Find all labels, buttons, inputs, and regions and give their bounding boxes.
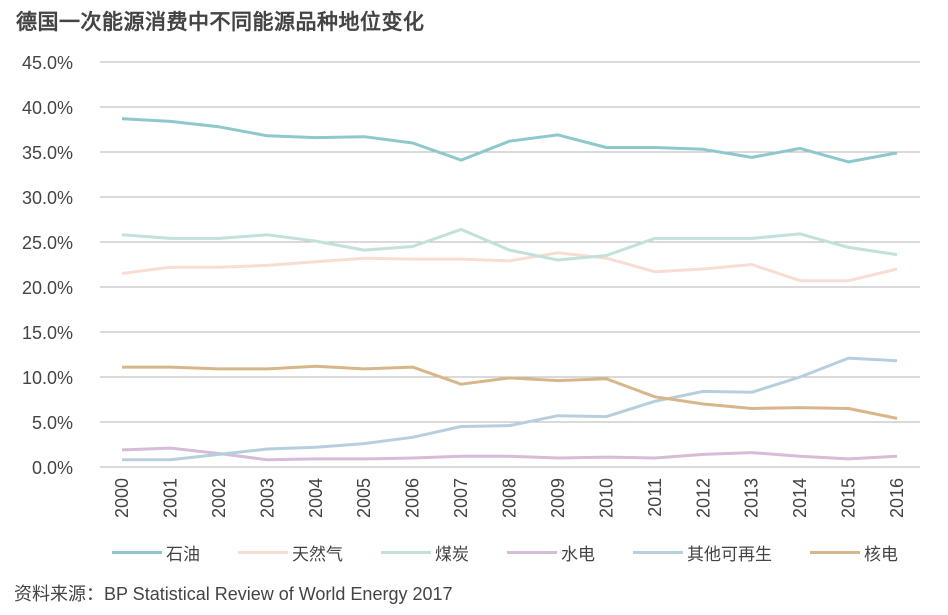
series-line-2 [121,227,898,262]
legend: 石油 天然气 煤炭 水电 其他可再生 核电 [112,540,936,565]
x-tick-label: 2009 [548,478,568,518]
legend-item: 水电 [507,540,595,565]
legend-item: 天然气 [238,540,343,565]
y-tick-label: 10.0% [22,368,73,388]
legend-label: 其他可再生 [687,545,772,565]
legend-label: 天然气 [292,545,343,565]
legend-label: 水电 [561,545,595,565]
legend-swatch [238,551,288,554]
chart-title: 德国一次能源消费中不同能源品种地位变化 [16,10,425,34]
series-line-0 [121,117,898,164]
y-tick-label: 40.0% [22,98,73,118]
x-tick-label: 2010 [596,478,616,518]
source-note: 资料来源：BP Statistical Review of World Ener… [14,584,453,604]
legend-item: 石油 [112,540,200,565]
x-tick-label: 2015 [839,478,859,518]
y-tick-label: 25.0% [22,233,73,253]
legend-item: 其他可再生 [633,540,772,565]
x-tick-label: 2007 [451,478,471,518]
x-tick-label: 2016 [887,478,907,518]
x-tick-label: 2012 [693,478,713,518]
x-tick-label: 2008 [500,478,520,518]
x-tick-label: 2011 [645,478,665,517]
y-tick-label: 5.0% [32,413,73,433]
x-tick-label: 2013 [742,478,762,518]
legend-label: 煤炭 [435,545,469,565]
series-lines [121,117,898,462]
legend-swatch [810,551,860,554]
x-tick-label: 2005 [354,478,374,518]
series-line-3 [121,446,898,462]
x-tick-label: 2006 [403,478,423,518]
legend-label: 石油 [166,545,200,565]
legend-swatch [381,551,431,554]
x-tick-label: 2014 [790,478,810,518]
x-tick-label: 2004 [306,478,326,518]
y-tick-label: 30.0% [22,188,73,208]
y-tick-label: 35.0% [22,143,73,163]
y-axis-ticks: 0.0% 5.0% 10.0% 15.0% 20.0% 25.0% 30.0% 35.0% 40… [22,53,73,478]
legend-swatch [633,551,683,554]
legend-swatch [112,551,162,554]
series-line-1 [121,251,898,283]
x-axis-ticks: 2000 2001 2002 2003 2004 2005 2006 2007 2008 2009… [112,478,907,518]
y-tick-label: 0.0% [32,458,73,478]
legend-label: 核电 [864,545,898,565]
legend-item: 煤炭 [381,540,469,565]
x-tick-label: 2003 [257,478,277,518]
x-tick-label: 2002 [209,478,229,518]
x-tick-label: 2001 [160,478,180,518]
x-tick-label: 2000 [112,478,132,518]
y-tick-label: 45.0% [22,53,73,73]
legend-item: 核电 [810,540,898,565]
y-tick-label: 15.0% [22,323,73,343]
y-tick-label: 20.0% [22,278,73,298]
line-chart: 0.0% 5.0% 10.0% 15.0% 20.0% 25.0% 30.0% 35.0% 40… [22,53,920,518]
series-line-5 [122,364,898,420]
legend-swatch [507,551,557,554]
